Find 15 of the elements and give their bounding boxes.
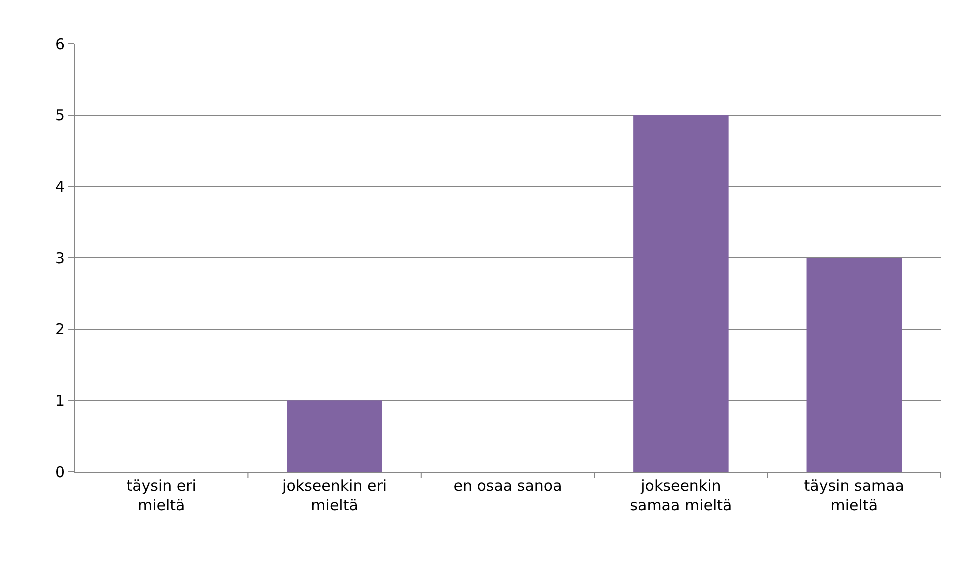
y-tick-label: 0: [55, 463, 65, 482]
x-tick-label: jokseenkin samaa mieltä: [630, 477, 732, 514]
y-tick-label: 5: [55, 106, 65, 125]
bar: [634, 115, 729, 472]
x-tick-label: en osaa sanoa: [454, 477, 562, 495]
bar: [806, 258, 902, 472]
y-tick-label: 4: [55, 178, 65, 196]
y-tick-label: 6: [55, 35, 65, 54]
y-tick-label: 1: [55, 392, 65, 410]
y-tick-label: 3: [55, 249, 65, 268]
x-tick-label: täysin samaa mieltä: [804, 477, 905, 514]
bar: [287, 400, 382, 472]
x-tick-label: jokseenkin eri mieltä: [282, 477, 388, 514]
x-tick-label: täysin eri mieltä: [126, 477, 196, 514]
y-tick-label: 2: [55, 320, 65, 339]
